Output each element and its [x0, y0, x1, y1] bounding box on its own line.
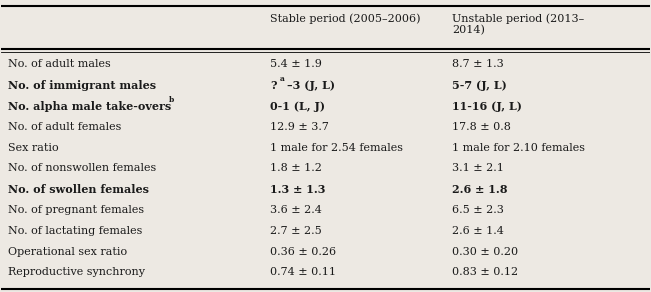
Text: 2.6 ± 1.8: 2.6 ± 1.8 — [452, 184, 507, 195]
Text: No. of adult males: No. of adult males — [8, 59, 111, 69]
Text: –3 (J, L): –3 (J, L) — [286, 80, 335, 91]
Text: Unstable period (2013–
2014): Unstable period (2013– 2014) — [452, 13, 584, 36]
Text: 0.36 ± 0.26: 0.36 ± 0.26 — [270, 247, 337, 257]
Text: 0.30 ± 0.20: 0.30 ± 0.20 — [452, 247, 518, 257]
Text: 0.83 ± 0.12: 0.83 ± 0.12 — [452, 267, 518, 277]
Text: 5-7 (J, L): 5-7 (J, L) — [452, 80, 506, 91]
Text: 0-1 (L, J): 0-1 (L, J) — [270, 101, 326, 112]
Text: No. of lactating females: No. of lactating females — [8, 226, 143, 236]
Text: No. of immigrant males: No. of immigrant males — [8, 80, 156, 91]
Text: No. of adult females: No. of adult females — [8, 122, 121, 132]
Text: No. of nonswollen females: No. of nonswollen females — [8, 163, 156, 173]
Text: Operational sex ratio: Operational sex ratio — [8, 247, 127, 257]
Text: 8.7 ± 1.3: 8.7 ± 1.3 — [452, 59, 504, 69]
Text: 11-16 (J, L): 11-16 (J, L) — [452, 101, 522, 112]
Text: No. of swollen females: No. of swollen females — [8, 184, 149, 195]
Text: 1.3 ± 1.3: 1.3 ± 1.3 — [270, 184, 326, 195]
Text: b: b — [169, 96, 174, 104]
Text: 1 male for 2.54 females: 1 male for 2.54 females — [270, 142, 404, 152]
Text: 17.8 ± 0.8: 17.8 ± 0.8 — [452, 122, 511, 132]
Text: Stable period (2005–2006): Stable period (2005–2006) — [270, 13, 421, 24]
Text: 12.9 ± 3.7: 12.9 ± 3.7 — [270, 122, 329, 132]
Text: Sex ratio: Sex ratio — [8, 142, 59, 152]
Text: 1.8 ± 1.2: 1.8 ± 1.2 — [270, 163, 322, 173]
Text: 2.7 ± 2.5: 2.7 ± 2.5 — [270, 226, 322, 236]
Text: 3.6 ± 2.4: 3.6 ± 2.4 — [270, 205, 322, 215]
Text: 3.1 ± 2.1: 3.1 ± 2.1 — [452, 163, 504, 173]
Text: 0.74 ± 0.11: 0.74 ± 0.11 — [270, 267, 337, 277]
Text: No. of pregnant females: No. of pregnant females — [8, 205, 144, 215]
Text: 2.6 ± 1.4: 2.6 ± 1.4 — [452, 226, 504, 236]
Text: No. alpha male take-overs: No. alpha male take-overs — [8, 101, 171, 112]
Text: ?: ? — [270, 80, 277, 91]
Text: 6.5 ± 2.3: 6.5 ± 2.3 — [452, 205, 504, 215]
Text: 1 male for 2.10 females: 1 male for 2.10 females — [452, 142, 585, 152]
Text: Reproductive synchrony: Reproductive synchrony — [8, 267, 145, 277]
Text: 5.4 ± 1.9: 5.4 ± 1.9 — [270, 59, 322, 69]
Text: a: a — [279, 75, 284, 83]
